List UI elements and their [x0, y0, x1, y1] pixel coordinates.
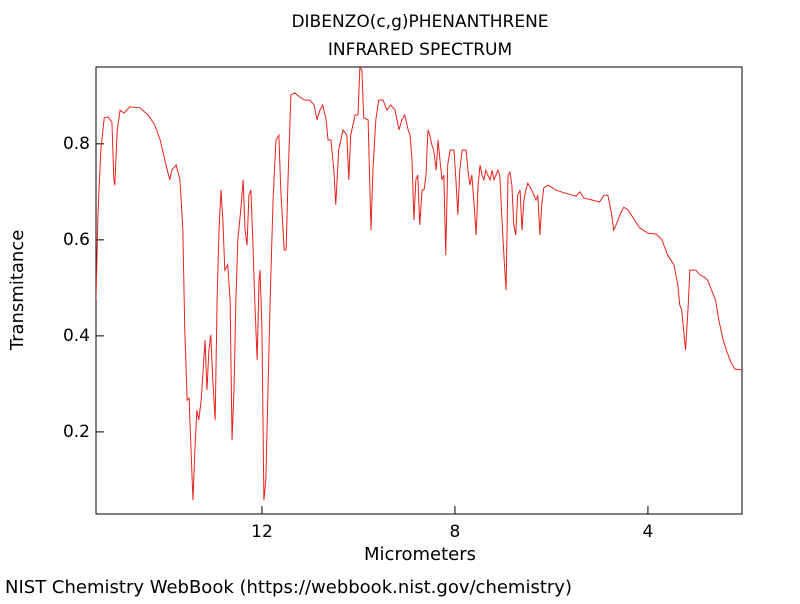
y-tick-label: 0.8	[63, 134, 90, 154]
source-note: NIST Chemistry WebBook (https://webbook.…	[5, 577, 572, 598]
y-tick-label: 0.4	[63, 326, 90, 346]
x-tick-label: 4	[643, 522, 654, 542]
y-tick-label: 0.2	[63, 422, 90, 442]
chart-title: DIBENZO(c,g)PHENANTHRENE	[291, 12, 548, 32]
x-axis-label: Micrometers	[364, 544, 476, 565]
y-tick-label: 0.6	[63, 230, 90, 250]
x-tick-label: 8	[450, 522, 461, 542]
spectrum-line	[96, 67, 742, 501]
y-axis-label: Transmitance	[7, 230, 28, 352]
x-tick-label: 12	[251, 522, 273, 542]
chart-subtitle: INFRARED SPECTRUM	[328, 40, 512, 60]
plot-frame	[95, 66, 743, 515]
